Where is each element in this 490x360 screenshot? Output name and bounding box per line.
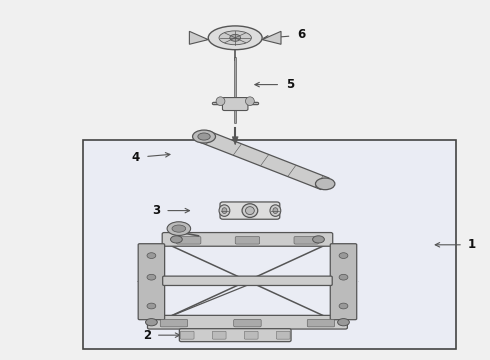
Polygon shape: [262, 31, 281, 44]
Ellipse shape: [219, 205, 230, 216]
FancyBboxPatch shape: [294, 237, 318, 244]
Ellipse shape: [171, 236, 182, 243]
FancyBboxPatch shape: [160, 319, 188, 327]
FancyBboxPatch shape: [307, 319, 335, 327]
Text: 4: 4: [131, 151, 139, 164]
Text: 3: 3: [152, 204, 160, 217]
Polygon shape: [232, 137, 238, 145]
Ellipse shape: [242, 204, 258, 217]
Ellipse shape: [245, 97, 254, 105]
Text: 2: 2: [143, 329, 151, 342]
FancyBboxPatch shape: [179, 329, 291, 342]
FancyBboxPatch shape: [180, 331, 194, 339]
Bar: [83, 140, 456, 349]
Ellipse shape: [316, 178, 335, 190]
Ellipse shape: [222, 208, 227, 213]
FancyBboxPatch shape: [138, 244, 165, 320]
Ellipse shape: [338, 319, 349, 326]
Ellipse shape: [198, 133, 210, 140]
Ellipse shape: [147, 253, 156, 258]
Ellipse shape: [172, 225, 186, 232]
Ellipse shape: [147, 274, 156, 280]
Text: 1: 1: [468, 238, 476, 251]
FancyBboxPatch shape: [212, 331, 226, 339]
Polygon shape: [189, 31, 208, 44]
Ellipse shape: [313, 236, 324, 243]
Text: 6: 6: [297, 28, 305, 41]
Ellipse shape: [147, 303, 156, 309]
Polygon shape: [200, 131, 329, 190]
FancyBboxPatch shape: [245, 331, 258, 339]
Ellipse shape: [270, 205, 281, 216]
Ellipse shape: [216, 97, 225, 105]
FancyBboxPatch shape: [234, 319, 261, 327]
FancyBboxPatch shape: [163, 276, 332, 285]
Ellipse shape: [230, 34, 241, 41]
Text: 5: 5: [286, 78, 294, 91]
Ellipse shape: [208, 26, 262, 50]
FancyBboxPatch shape: [176, 237, 201, 244]
FancyBboxPatch shape: [220, 202, 280, 219]
FancyBboxPatch shape: [162, 233, 333, 246]
FancyBboxPatch shape: [147, 315, 347, 329]
FancyBboxPatch shape: [276, 331, 290, 339]
Ellipse shape: [339, 274, 348, 280]
Ellipse shape: [146, 319, 157, 326]
FancyBboxPatch shape: [222, 98, 248, 111]
FancyBboxPatch shape: [330, 244, 357, 320]
Ellipse shape: [339, 303, 348, 309]
FancyBboxPatch shape: [235, 237, 260, 244]
Ellipse shape: [193, 130, 216, 143]
Ellipse shape: [219, 31, 251, 45]
Ellipse shape: [273, 208, 278, 213]
Ellipse shape: [339, 253, 348, 258]
Ellipse shape: [245, 207, 254, 215]
Ellipse shape: [167, 222, 191, 235]
